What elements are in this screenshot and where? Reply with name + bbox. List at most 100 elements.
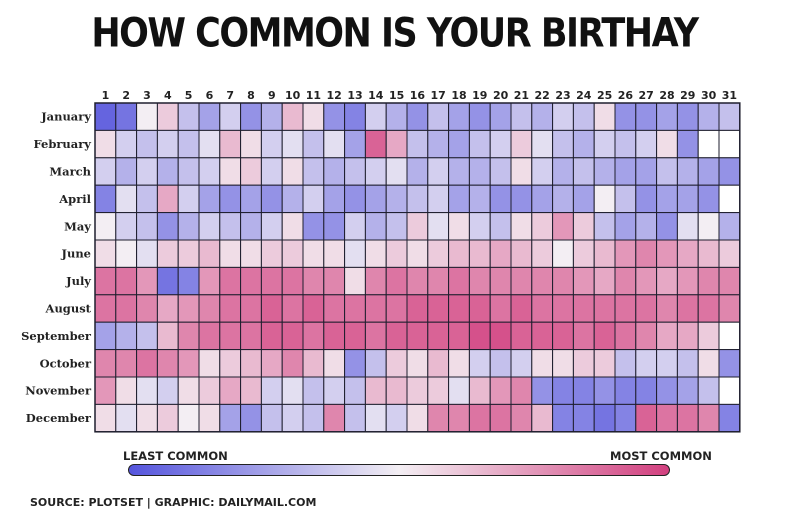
heatmap-cell: [323, 129, 346, 159]
day-label: 26: [618, 89, 634, 102]
heatmap-cell: [427, 129, 450, 159]
heatmap-cell: [676, 239, 699, 268]
month-label: April: [58, 192, 91, 206]
heatmap-cell: [635, 294, 658, 323]
heatmap-cell: [156, 349, 179, 378]
heatmap-cell: [177, 349, 200, 378]
heatmap-cell: [531, 376, 554, 405]
heatmap-cell: [489, 294, 512, 323]
heatmap-cell: [697, 403, 720, 433]
heatmap-cell: [489, 376, 512, 405]
heatmap-cell: [406, 102, 429, 131]
heatmap-cell: [364, 184, 387, 214]
day-label: 7: [226, 89, 234, 102]
heatmap-cell: [385, 403, 408, 433]
heatmap-cell: [593, 239, 616, 268]
heatmap-cell: [385, 376, 408, 405]
heatmap-cell: [156, 212, 179, 241]
heatmap-cell: [240, 266, 262, 296]
heatmap-cell: [406, 184, 429, 214]
heatmap-cell: [656, 102, 678, 131]
heatmap-cell: [115, 321, 138, 351]
heatmap-cell: [240, 349, 262, 378]
heatmap-cell: [115, 212, 138, 241]
heatmap-cell: [323, 212, 346, 241]
heatmap-cell: [323, 321, 346, 351]
heatmap-cell: [572, 376, 595, 405]
heatmap-cell: [656, 266, 678, 296]
heatmap-cell: [718, 239, 741, 268]
color-scale-bar: [128, 464, 670, 476]
heatmap-cell: [344, 321, 366, 351]
heatmap-cell: [593, 102, 616, 131]
heatmap-cell: [406, 129, 429, 159]
heatmap-cell: [198, 212, 221, 241]
heatmap-cell: [572, 157, 595, 186]
heatmap-cell: [281, 376, 304, 405]
day-label: 5: [185, 89, 193, 102]
heatmap-cell: [697, 102, 720, 131]
heatmap-cell: [635, 266, 658, 296]
heatmap-cell: [510, 184, 533, 214]
heatmap-cell: [177, 321, 200, 351]
month-label: November: [25, 384, 92, 398]
heatmap-cell: [94, 321, 117, 351]
heatmap-cell: [572, 129, 595, 159]
heatmap-cell: [344, 239, 366, 268]
heatmap-cell: [177, 129, 200, 159]
heatmap-cell: [676, 157, 699, 186]
heatmap-cell: [198, 157, 221, 186]
heatmap-cell: [136, 239, 158, 268]
heatmap-cell: [448, 321, 470, 351]
heatmap-cell: [572, 212, 595, 241]
heatmap-cell: [115, 129, 138, 159]
heatmap-cell: [177, 403, 200, 433]
heatmap-cell: [344, 157, 366, 186]
heatmap-cell: [510, 129, 533, 159]
heatmap-cell: [552, 129, 574, 159]
day-label: 12: [327, 89, 342, 102]
day-label: 2: [122, 89, 130, 102]
heatmap-cell: [635, 376, 658, 405]
heatmap-cell: [177, 212, 200, 241]
heatmap-cell: [281, 102, 304, 131]
heatmap-cell: [260, 266, 283, 296]
heatmap-cell: [385, 321, 408, 351]
day-label: 18: [451, 89, 466, 102]
heatmap-cell: [136, 184, 158, 214]
day-label: 28: [659, 89, 674, 102]
day-label: 16: [410, 89, 426, 102]
heatmap-cell: [510, 403, 533, 433]
heatmap-cell: [156, 266, 179, 296]
heatmap-cell: [552, 212, 574, 241]
heatmap-cell: [198, 184, 221, 214]
heatmap-cell: [510, 266, 533, 296]
heatmap-cell: [281, 129, 304, 159]
day-label: 1: [102, 89, 110, 102]
heatmap-cell: [718, 212, 741, 241]
heatmap-cell: [718, 349, 741, 378]
heatmap-cell: [219, 184, 242, 214]
heatmap-cell: [115, 184, 138, 214]
heatmap-cell: [656, 239, 678, 268]
heatmap-cell: [448, 294, 470, 323]
heatmap-cell: [344, 376, 366, 405]
heatmap-cell: [344, 294, 366, 323]
heatmap-cell: [614, 184, 637, 214]
heatmap-cell: [697, 321, 720, 351]
heatmap-cell: [635, 321, 658, 351]
heatmap-cell: [156, 376, 179, 405]
heatmap-cell: [697, 129, 720, 159]
heatmap-cell: [344, 349, 366, 378]
heatmap-cell: [94, 157, 117, 186]
heatmap-cell: [406, 212, 429, 241]
heatmap-cell: [260, 102, 283, 131]
heatmap-cell: [240, 102, 262, 131]
heatmap-cell: [572, 184, 595, 214]
heatmap-cell: [385, 129, 408, 159]
heatmap-cell: [136, 403, 158, 433]
heatmap-cell: [406, 294, 429, 323]
heatmap-cell: [718, 129, 741, 159]
heatmap-cell: [302, 294, 325, 323]
day-label: 8: [247, 89, 255, 102]
